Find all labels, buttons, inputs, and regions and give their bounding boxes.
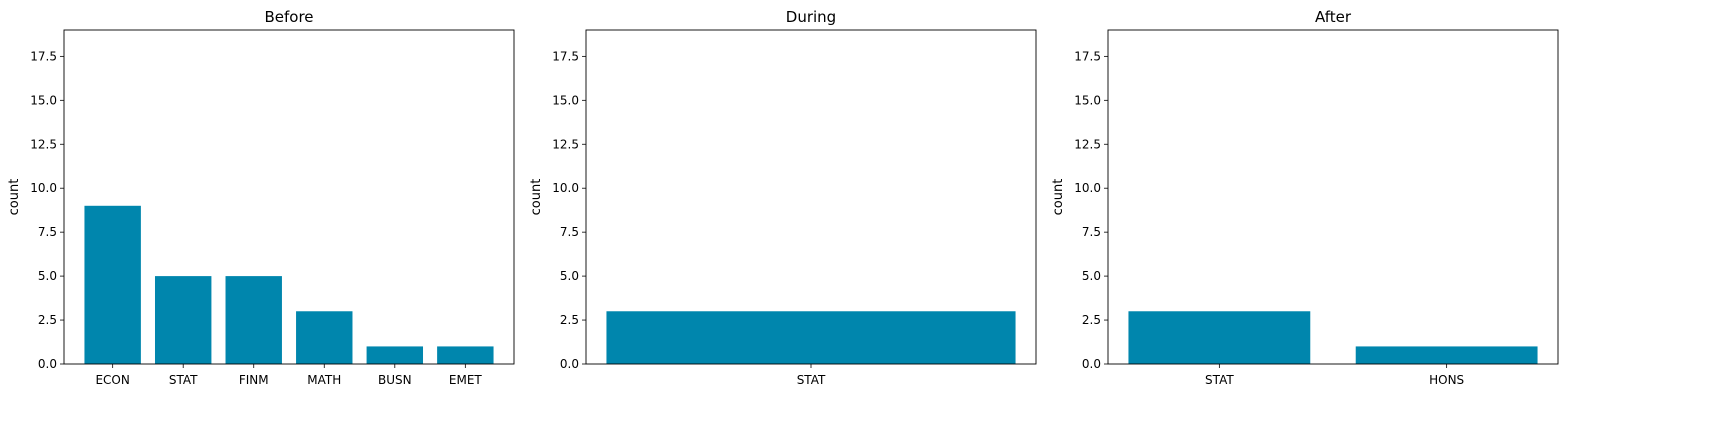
y-tick-label: 15.0 (30, 93, 57, 107)
x-tick-label: HONS (1429, 373, 1464, 387)
y-tick-label: 0.0 (1082, 357, 1101, 371)
x-tick-label: FINM (239, 373, 269, 387)
y-tick-label: 5.0 (560, 269, 579, 283)
y-tick-label: 7.5 (38, 225, 57, 239)
y-tick-label: 5.0 (38, 269, 57, 283)
y-tick-label: 10.0 (30, 181, 57, 195)
y-tick-label: 17.5 (1074, 49, 1101, 63)
y-tick-label: 15.0 (552, 93, 579, 107)
bar-stat (154, 276, 212, 364)
y-tick-label: 10.0 (1074, 181, 1101, 195)
x-tick-label: ECON (95, 373, 129, 387)
bar-stat (606, 311, 1016, 364)
y-tick-label: 5.0 (1082, 269, 1101, 283)
y-tick-label: 2.5 (1082, 313, 1101, 327)
y-axis-label: count (7, 179, 22, 216)
bar-econ (84, 205, 141, 364)
y-tick-label: 2.5 (560, 313, 579, 327)
y-tick-label: 12.5 (30, 137, 57, 151)
y-tick-label: 17.5 (30, 49, 57, 63)
plot-frame (1107, 29, 1559, 365)
y-axis-label: count (529, 179, 544, 216)
y-tick-label: 2.5 (38, 313, 57, 327)
y-tick-label: 15.0 (1074, 93, 1101, 107)
y-tick-label: 7.5 (1082, 225, 1101, 239)
bar-finm (225, 276, 282, 364)
y-tick-label: 0.0 (560, 357, 579, 371)
bar-busn (366, 346, 424, 364)
bar-hons (1355, 346, 1538, 364)
chart-panel-2: During count 0.0 2.5 5.0 7.5 10.0 12.5 15.0 17.5 S… (529, 8, 1037, 387)
plot-frame (585, 29, 1037, 365)
chart-title: During (786, 8, 836, 26)
chart-title: Before (264, 8, 313, 26)
y-tick-label: 17.5 (552, 49, 579, 63)
y-tick-label: 10.0 (552, 181, 579, 195)
bar-stat (1128, 311, 1311, 364)
plot-frame (63, 29, 515, 365)
x-tick-label: BUSN (378, 373, 412, 387)
chart-panel-3: After count 0.0 2.5 5.0 7.5 10.0 12.5 15.0 17.5 ST… (1051, 8, 1559, 387)
x-tick-label: STAT (797, 373, 826, 387)
x-tick-label: MATH (307, 373, 341, 387)
y-tick-label: 12.5 (1074, 137, 1101, 151)
bar-emet (437, 346, 494, 364)
x-tick-label: STAT (169, 373, 198, 387)
y-axis-label: count (1051, 179, 1066, 216)
bar-math (296, 311, 353, 364)
chart-panel-1: Before count 0.0 2.5 5.0 7.5 10.0 12.5 15.0 17.5 E… (7, 8, 515, 387)
y-tick-label: 7.5 (560, 225, 579, 239)
chart-title: After (1315, 8, 1352, 26)
y-tick-label: 12.5 (552, 137, 579, 151)
y-tick-label: 0.0 (38, 357, 57, 371)
x-tick-label: EMET (449, 373, 483, 387)
x-tick-label: STAT (1205, 373, 1234, 387)
